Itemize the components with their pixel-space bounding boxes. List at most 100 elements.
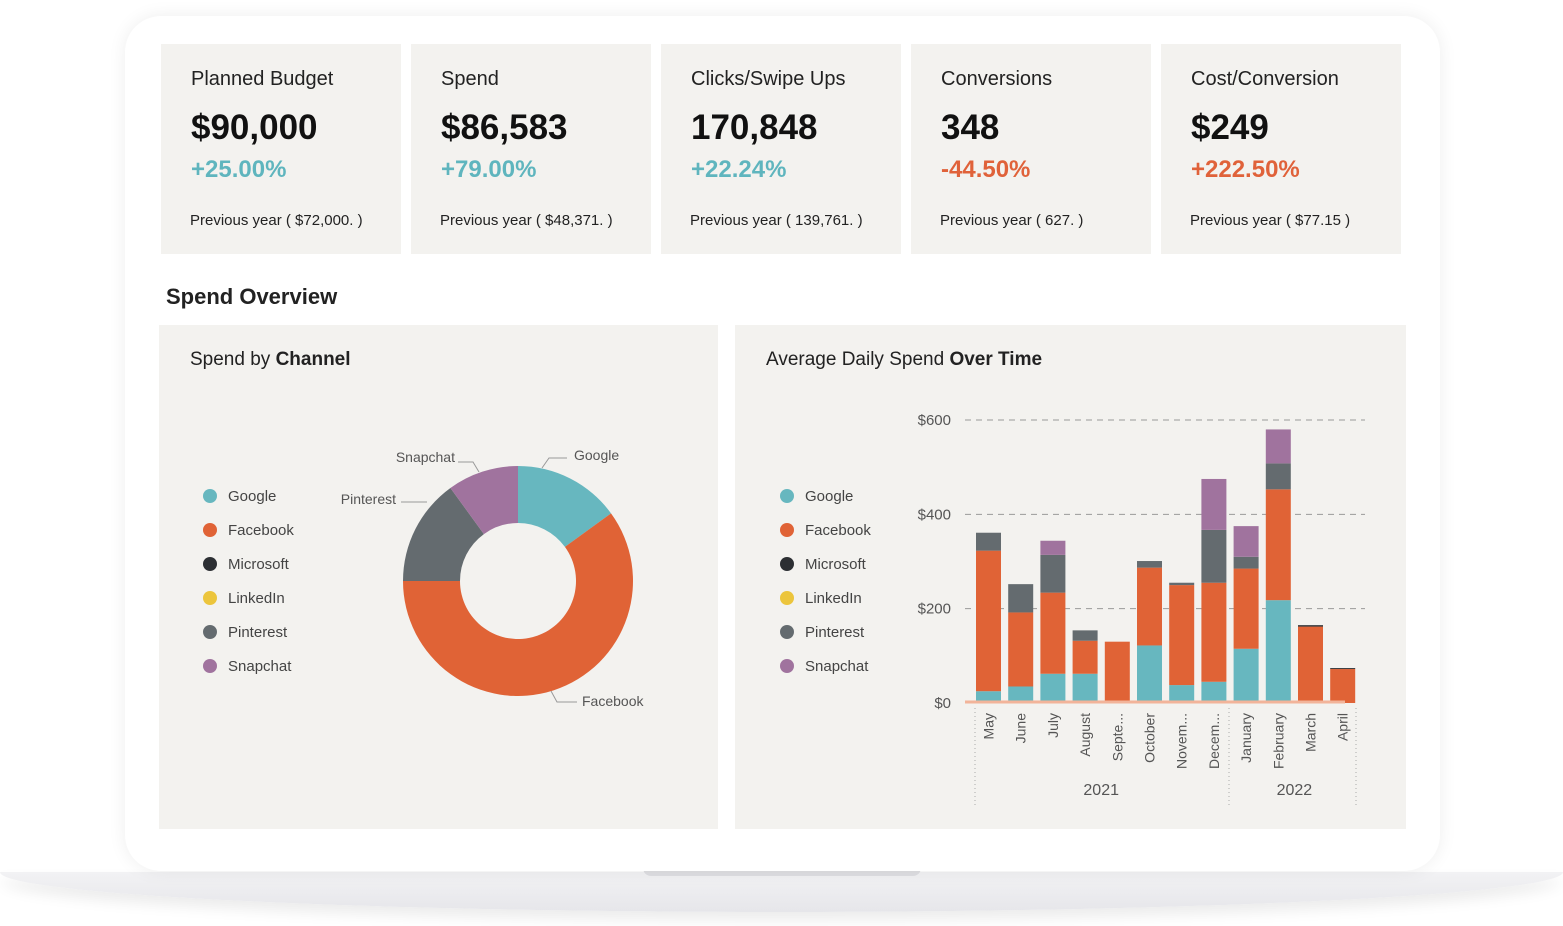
bar-segment <box>976 532 1001 551</box>
legend-item: Microsoft <box>780 547 871 581</box>
bar-segment <box>1008 584 1034 613</box>
legend-dot-icon <box>780 523 794 537</box>
kpi-value: $249 <box>1191 108 1269 147</box>
bar-segment <box>1137 561 1162 568</box>
bar-segment <box>1104 641 1130 703</box>
kpi-label: Cost/Conversion <box>1191 68 1339 90</box>
bar-segment <box>1072 630 1098 641</box>
kpi-value: 348 <box>941 108 1000 147</box>
legend-item: Pinterest <box>203 615 294 649</box>
legend-item: Snapchat <box>203 649 294 683</box>
stacked-bar-chart: $0 $200 $400 $600 May June July August Septe... O… <box>918 412 1365 805</box>
kpi-card: Spend $86,583 +79.00% Previous year ( $48,3… <box>411 44 651 254</box>
x-tick-label: June <box>1013 713 1029 744</box>
bar-segment <box>1233 568 1259 649</box>
legend-label: Snapchat <box>805 657 869 675</box>
bar-segment <box>1040 554 1066 593</box>
y-tick-label: $600 <box>918 412 951 429</box>
legend-item: Facebook <box>203 513 294 547</box>
bar-segment <box>1040 592 1066 674</box>
x-tick-label: January <box>1238 713 1254 763</box>
x-tick-label: Septe... <box>1109 713 1125 761</box>
x-group-label: 2021 <box>1083 782 1119 799</box>
kpi-value: $86,583 <box>441 108 568 147</box>
bar-segment <box>976 550 1001 692</box>
donut-chart: Google Facebook Pinterest Snapchat <box>341 447 645 709</box>
legend-dot-icon <box>780 591 794 605</box>
bar-segment <box>1137 567 1162 646</box>
kpi-previous: Previous year ( $72,000. ) <box>190 212 363 229</box>
bar-segment <box>1201 478 1227 530</box>
slice-label: Google <box>574 447 619 463</box>
bar-segment <box>976 691 1001 703</box>
x-group-label: 2022 <box>1277 782 1313 799</box>
kpi-change: +25.00% <box>191 156 287 183</box>
kpi-label: Clicks/Swipe Ups <box>691 68 846 90</box>
legend-dot-icon <box>780 659 794 673</box>
slice-label: Pinterest <box>341 491 396 507</box>
channel-legend-bar: Google Facebook Microsoft LinkedIn Pinterest… <box>780 479 871 683</box>
bar-segment <box>1233 556 1259 569</box>
kpi-label: Conversions <box>941 68 1053 90</box>
x-tick-label: Decem... <box>1206 713 1222 769</box>
legend-item: Pinterest <box>780 615 871 649</box>
channel-legend: Google Facebook Microsoft LinkedIn Pinterest… <box>203 479 294 683</box>
legend-label: Facebook <box>228 521 294 539</box>
spend-by-channel-title: Spend by Channel <box>190 349 351 370</box>
kpi-change: -44.50% <box>941 156 1031 183</box>
legend-dot-icon <box>203 489 217 503</box>
x-tick-label: July <box>1045 713 1061 738</box>
kpi-value: $90,000 <box>191 108 318 147</box>
y-tick-label: $0 <box>934 695 951 712</box>
legend-dot-icon <box>780 625 794 639</box>
legend-dot-icon <box>203 591 217 605</box>
legend-label: LinkedIn <box>228 589 285 607</box>
kpi-value: 170,848 <box>691 108 818 147</box>
bar-segment <box>1201 681 1227 703</box>
legend-label: Facebook <box>805 521 871 539</box>
legend-dot-icon <box>203 557 217 571</box>
laptop-base <box>0 872 1563 912</box>
kpi-label: Planned Budget <box>191 68 334 90</box>
spend-by-channel-panel: Spend by Channel Google Facebook Microsoft… <box>159 325 718 829</box>
legend-dot-icon <box>203 625 217 639</box>
section-title: Spend Overview <box>166 284 338 309</box>
slice-leader-line <box>541 457 567 469</box>
bar-segment <box>1330 669 1356 703</box>
bar-segment <box>1008 612 1034 687</box>
bar-segment <box>1233 526 1259 557</box>
kpi-label: Spend <box>441 68 499 90</box>
bar-segment <box>1201 529 1227 583</box>
donut-slice <box>518 466 612 547</box>
bar-segment <box>1072 673 1098 703</box>
daily-spend-panel: Average Daily Spend Over Time Google Face… <box>735 325 1406 829</box>
kpi-card: Clicks/Swipe Ups 170,848 +22.24% Previous y… <box>661 44 901 254</box>
bar-segment <box>1008 686 1034 703</box>
x-tick-label: Novem... <box>1174 713 1190 769</box>
bar-segment <box>1201 582 1227 682</box>
bar-segment <box>1072 640 1098 674</box>
x-tick-label: March <box>1303 713 1319 752</box>
bar-segment <box>1298 625 1323 627</box>
bar-segment <box>1265 600 1291 703</box>
bar-segment <box>1265 489 1291 601</box>
legend-item: LinkedIn <box>203 581 294 615</box>
legend-label: Microsoft <box>805 555 866 573</box>
bar-segment <box>1265 463 1291 490</box>
legend-label: Snapchat <box>228 657 292 675</box>
bar-segment <box>1137 645 1162 703</box>
kpi-previous: Previous year ( 627. ) <box>940 212 1084 229</box>
x-tick-label: May <box>981 713 997 739</box>
legend-label: Pinterest <box>228 623 288 641</box>
y-tick-label: $200 <box>918 601 951 618</box>
x-tick-label: October <box>1142 713 1158 763</box>
x-tick-label: August <box>1077 713 1093 757</box>
laptop-notch <box>643 866 921 876</box>
bar-segment <box>1169 582 1195 586</box>
kpi-change: +222.50% <box>1191 156 1300 183</box>
bar-segment <box>1169 685 1195 703</box>
legend-label: Google <box>805 487 854 505</box>
bar-segment <box>1040 540 1066 555</box>
donut-slice <box>403 513 633 697</box>
donut-slice <box>450 466 518 535</box>
